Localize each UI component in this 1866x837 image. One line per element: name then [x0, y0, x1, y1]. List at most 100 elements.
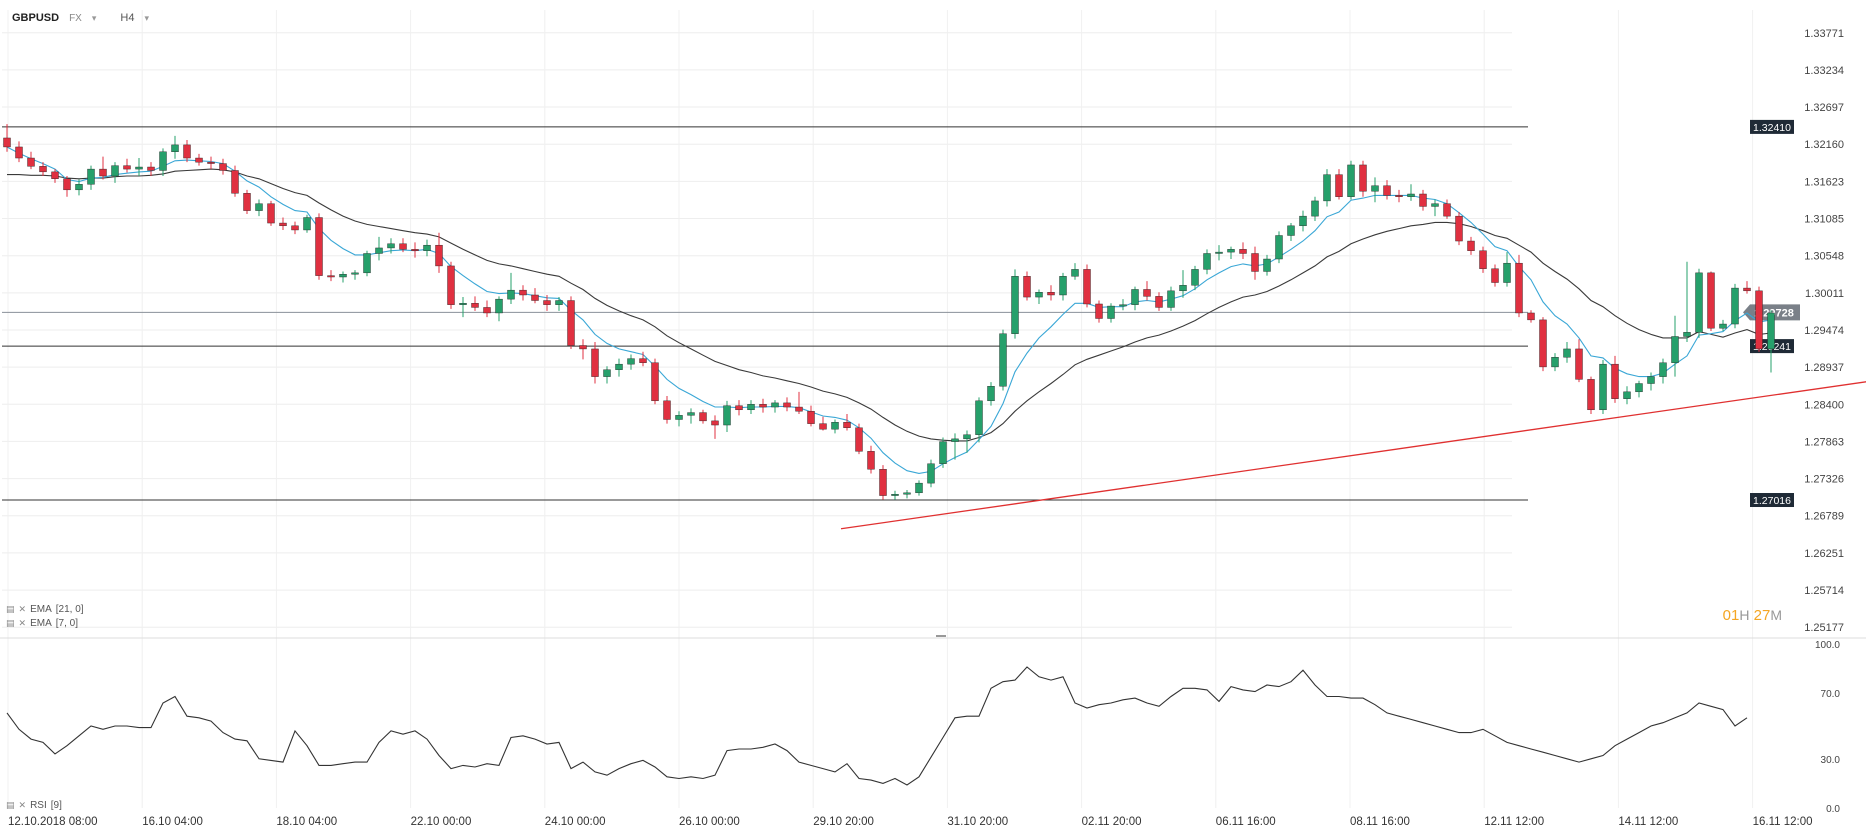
candle-body	[1551, 357, 1559, 368]
candle-body	[1755, 290, 1763, 350]
candle-body	[651, 362, 659, 402]
candle-body	[1395, 195, 1403, 197]
x-tick-label: 08.11 16:00	[1350, 816, 1410, 828]
candle-body	[111, 165, 119, 177]
candle-body	[1479, 250, 1487, 269]
candle-body	[1731, 287, 1739, 325]
candle-body	[63, 178, 71, 191]
y-tick-label: 1.33234	[1804, 65, 1844, 77]
candle-body	[975, 400, 983, 435]
candle-body	[435, 244, 443, 267]
y-tick-label: 1.33771	[1804, 28, 1844, 40]
candle-body	[1263, 258, 1271, 272]
x-tick-label: 12.11 12:00	[1484, 816, 1544, 828]
rsi-legend[interactable]: ▤ ✕ RSI [9]	[6, 800, 62, 811]
close-icon[interactable]: ✕	[18, 604, 27, 614]
candle-body	[1515, 262, 1523, 314]
settings-icon[interactable]: ▤	[6, 618, 15, 628]
y-tick-label: 1.25177	[1804, 622, 1844, 634]
candle-body	[1095, 303, 1103, 319]
x-tick-label: 31.10 20:00	[947, 816, 1008, 828]
candle-body	[591, 348, 599, 377]
candle-body	[1023, 276, 1031, 298]
candle-body	[1647, 376, 1655, 384]
candle-body	[1191, 269, 1199, 286]
candle-body	[1503, 262, 1511, 283]
close-icon[interactable]: ✕	[18, 800, 27, 810]
candle-body	[735, 405, 743, 411]
candle-body	[1467, 240, 1475, 251]
candle-body	[1275, 235, 1283, 260]
candle-body	[1671, 336, 1679, 363]
candle-body	[51, 171, 59, 179]
candle-body	[1695, 272, 1703, 333]
candle-body	[411, 249, 419, 251]
candle-body	[1743, 287, 1751, 292]
rsi-y-tick-label: 30.0	[1821, 755, 1841, 766]
timeframe-label[interactable]: H4	[120, 12, 135, 24]
candle-body	[1383, 185, 1391, 196]
y-tick-label: 1.30011	[1805, 288, 1844, 300]
candle-body	[3, 137, 11, 148]
candle-body	[99, 168, 107, 177]
candle-body	[627, 358, 635, 365]
candle-body	[867, 451, 875, 470]
candle-body	[711, 420, 719, 426]
level-tag	[1750, 119, 1794, 134]
level-tag-label: 1.32410	[1753, 122, 1791, 134]
candle-body	[1287, 225, 1295, 236]
candle-body	[795, 406, 803, 412]
candle-countdown: 01H 27M	[1723, 607, 1782, 624]
candle-body	[1635, 383, 1643, 393]
candle-body	[531, 294, 539, 301]
timeframe-chevron-down-icon[interactable]: ▾	[144, 12, 149, 23]
candle-body	[1143, 289, 1151, 297]
rsi-line	[6, 666, 1748, 786]
ema7-legend[interactable]: ▤ ✕ EMA [7, 0]	[6, 618, 78, 629]
ema21-params: [21, 0]	[55, 604, 84, 615]
candle-body	[699, 412, 707, 422]
candle-body	[747, 404, 755, 411]
candle-body	[639, 358, 647, 363]
candle-body	[135, 166, 143, 170]
candle-body	[147, 166, 155, 171]
market-label[interactable]: FX	[69, 12, 82, 24]
level-tag	[1750, 493, 1794, 508]
candle-body	[1623, 391, 1631, 399]
symbol-label[interactable]: GBPUSD	[12, 12, 60, 24]
candle-body	[171, 144, 179, 153]
candle-body	[783, 402, 791, 408]
candle-body	[1179, 285, 1187, 292]
x-tick-label: 14.11 12:00	[1618, 816, 1678, 828]
y-tick-label: 1.32160	[1804, 139, 1844, 151]
candle-body	[891, 493, 899, 496]
candle-body	[927, 463, 935, 484]
candle-body	[951, 438, 959, 442]
close-icon[interactable]: ✕	[18, 618, 27, 628]
settings-icon[interactable]: ▤	[6, 604, 15, 614]
settings-icon[interactable]: ▤	[6, 800, 15, 810]
candle-body	[1563, 348, 1571, 358]
rsi-y-tick-label: 0.0	[1826, 804, 1840, 815]
candle-body	[1359, 164, 1367, 192]
x-tick-label: 16.10 04:00	[142, 816, 203, 828]
candle-body	[855, 427, 863, 452]
candle-body	[519, 289, 527, 296]
candle-body	[1071, 269, 1079, 277]
candle-body	[207, 161, 215, 164]
candle-body	[1299, 215, 1307, 227]
timer-hours-unit: H	[1739, 607, 1750, 623]
candle-body	[879, 469, 887, 496]
market-chevron-down-icon[interactable]: ▾	[91, 12, 97, 23]
x-tick-label: 06.11 16:00	[1216, 816, 1276, 828]
candle-body	[1371, 185, 1379, 192]
ema7-params: [7, 0]	[55, 618, 78, 629]
y-tick-label: 1.26789	[1804, 511, 1844, 523]
ema21-legend[interactable]: ▤ ✕ EMA [21, 0]	[6, 604, 84, 615]
ema21-label: EMA	[30, 604, 52, 615]
candle-body	[1407, 193, 1415, 197]
candle-body	[567, 300, 575, 346]
candle-body	[603, 369, 611, 377]
candle-body	[1047, 292, 1055, 296]
